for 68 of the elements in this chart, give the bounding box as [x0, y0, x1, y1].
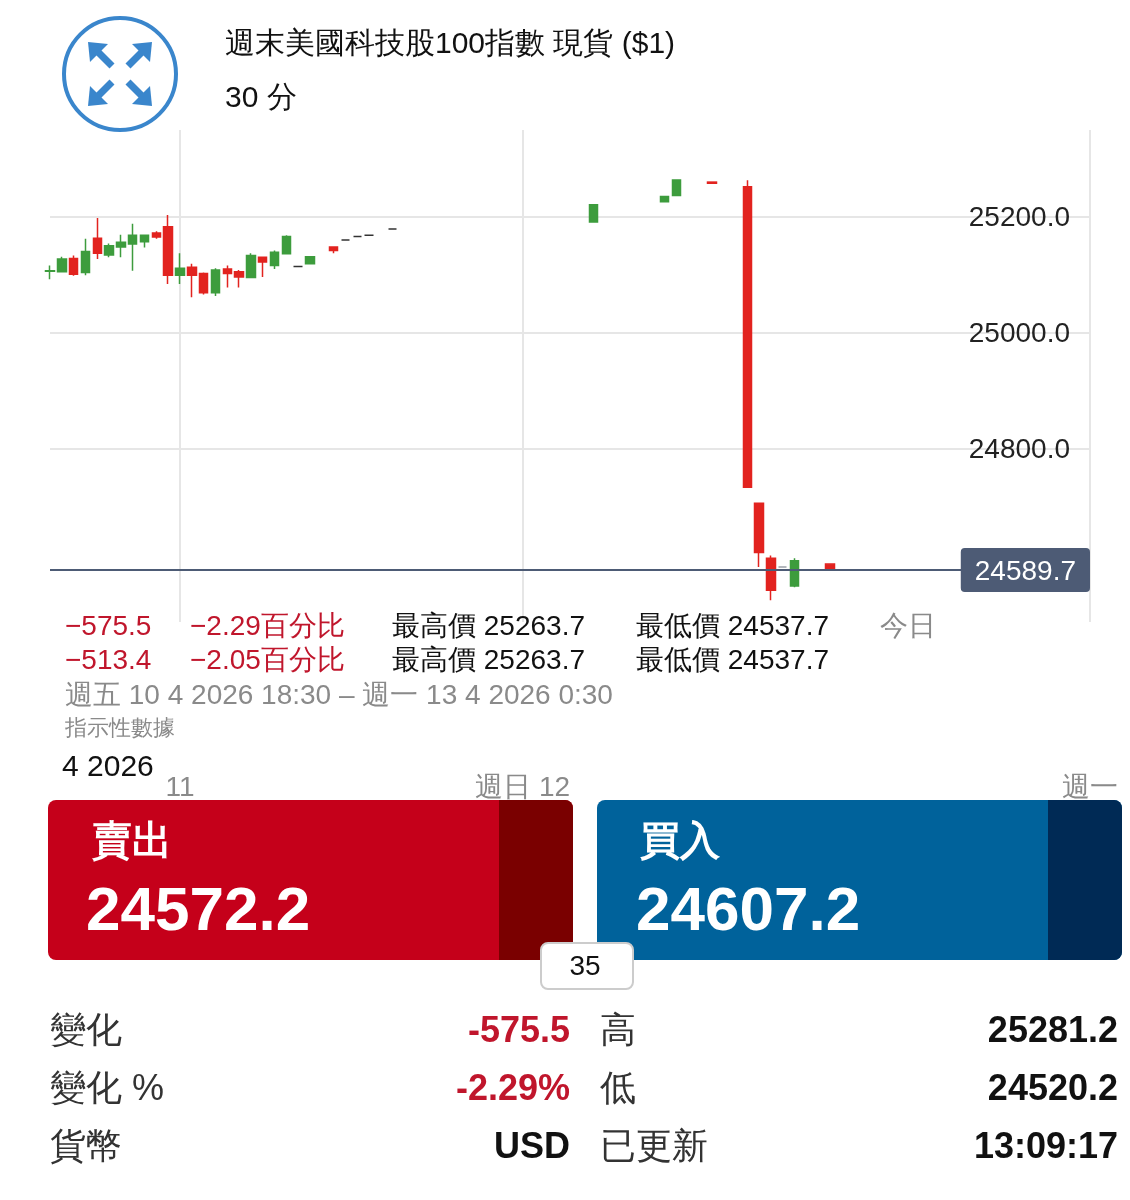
text: 24607.2	[636, 874, 861, 943]
text: -2.29%	[455, 1067, 570, 1108]
candlestick	[162, 214, 174, 285]
text: −2.05百分比	[190, 644, 345, 675]
candlestick	[671, 179, 682, 197]
candlestick	[257, 256, 268, 278]
text: 最低價 24537.7	[636, 644, 829, 675]
ref-line-label: 24589.7	[974, 554, 1076, 586]
x-tick-label: 週日 12	[475, 770, 571, 802]
text: 24520.2	[987, 1067, 1118, 1108]
annotation: −2.29百分比	[190, 610, 345, 641]
candlestick	[269, 249, 280, 270]
candlestick	[127, 223, 138, 272]
candlestick	[245, 252, 257, 279]
text: -575.5	[467, 1009, 570, 1050]
text: 變化 %	[50, 1067, 165, 1108]
candlestick	[80, 238, 91, 277]
x-tick-label: 11	[165, 770, 195, 802]
candlestick	[115, 234, 127, 259]
candlestick	[103, 242, 115, 259]
candlestick	[210, 267, 221, 297]
candlestick	[233, 269, 245, 289]
annotation: −575.5	[65, 610, 152, 641]
candlestick	[44, 264, 56, 281]
y-tick-label: 25000.0	[968, 317, 1070, 349]
text: 25281.2	[987, 1009, 1118, 1050]
candlestick	[753, 502, 765, 568]
candlestick	[186, 262, 198, 299]
candlestick	[68, 254, 79, 277]
chart-title: 週末美國科技股100指數 現貨 ($1)	[225, 25, 676, 59]
candlestick	[304, 256, 316, 265]
candlestick	[174, 252, 186, 285]
candlestick	[742, 179, 753, 488]
text: 指示性數據	[65, 715, 175, 740]
text: 賣出	[92, 818, 172, 862]
text: 買入	[640, 818, 720, 862]
y-tick-label: 25200.0	[968, 201, 1070, 233]
candlestick	[151, 230, 162, 240]
y-tick-label: 24800.0	[968, 432, 1070, 464]
text: 低	[600, 1067, 636, 1108]
candlestick	[588, 203, 599, 223]
annotation: 最低價 24537.7	[636, 610, 829, 641]
annotation: 今日	[880, 610, 936, 641]
candlestick	[139, 234, 150, 249]
text: 高	[600, 1009, 636, 1050]
text: 4 2026	[62, 749, 154, 782]
chart-subtitle: 30 分	[225, 79, 297, 113]
annotation: 最高價 25263.7	[392, 610, 585, 641]
candlestick	[328, 246, 339, 255]
text: USD	[493, 1125, 570, 1166]
text: 週五 10 4 2026 18:30 – 週一 13 4 2026 0:30	[65, 679, 613, 710]
text: 13:09:17	[973, 1125, 1118, 1166]
candlestick	[706, 181, 718, 184]
candlestick	[765, 554, 777, 601]
text: 已更新	[600, 1125, 708, 1166]
candlestick	[56, 256, 68, 274]
candlestick	[92, 217, 103, 260]
candlestick	[222, 264, 233, 289]
candlestick	[198, 271, 209, 296]
text: 最高價 25263.7	[392, 644, 585, 675]
candlestick	[659, 195, 670, 203]
text: −513.4	[65, 644, 152, 675]
text: 35	[569, 950, 601, 981]
text: 變化	[50, 1009, 122, 1050]
text: 24572.2	[86, 874, 311, 943]
x-tick-label: 週一	[1062, 770, 1118, 802]
candlestick	[281, 234, 292, 256]
text: 貨幣	[50, 1125, 122, 1166]
